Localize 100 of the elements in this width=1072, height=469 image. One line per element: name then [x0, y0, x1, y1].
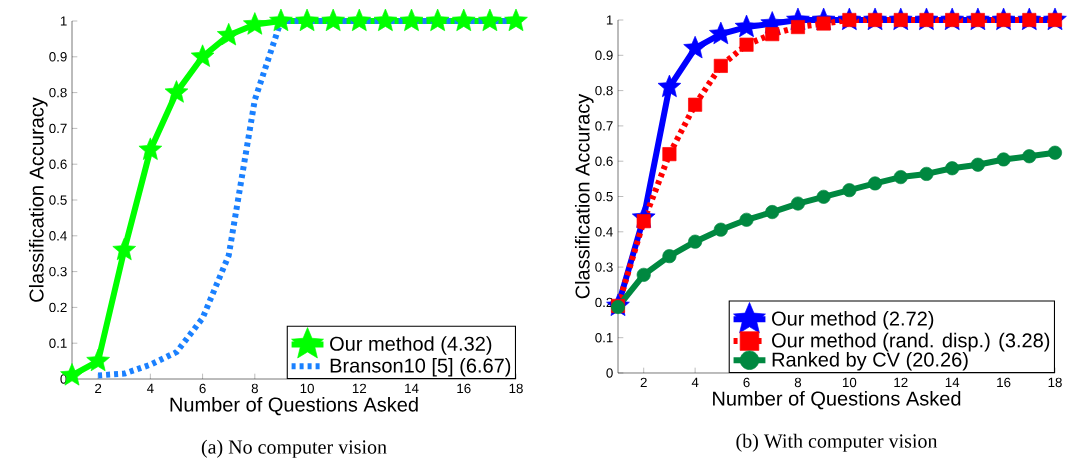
y-tick-label: 0.2 [49, 302, 67, 313]
point [138, 137, 163, 160]
point [86, 348, 110, 372]
point [373, 8, 398, 32]
x-tick-label: 14 [945, 377, 960, 387]
x-tick-label: 6 [199, 383, 206, 394]
point [790, 196, 805, 211]
x-tick-label: 2 [640, 377, 647, 388]
point [636, 267, 651, 282]
point [688, 234, 703, 249]
point [662, 147, 677, 162]
point [1048, 13, 1063, 28]
text: (b) With computer vision [736, 433, 938, 452]
point [1048, 145, 1063, 160]
point [713, 58, 728, 73]
y-axis-title: Classification Accuracy [574, 93, 594, 299]
point [713, 222, 728, 237]
point [347, 8, 372, 32]
x-tick-label: 8 [794, 377, 802, 388]
legend-label: Branson10 [5] (6.67) [330, 357, 511, 377]
point [734, 14, 759, 38]
point [164, 80, 189, 103]
point [688, 97, 703, 112]
y-tick-label: 0.5 [595, 191, 613, 202]
text: (a) No computer vision [201, 439, 387, 458]
point [504, 8, 528, 32]
x-tick-label: 10 [300, 383, 314, 394]
y-tick-label: 0.8 [595, 85, 613, 96]
point [868, 176, 883, 191]
y-axis-title: Classification Accuracy [28, 97, 48, 302]
point [739, 37, 754, 52]
y-tick-label: 0.7 [595, 121, 613, 131]
y-tick-label: 0.4 [595, 227, 613, 237]
point [945, 161, 960, 176]
x-axis-title: Number of Questions Asked [170, 396, 418, 416]
point [683, 35, 707, 59]
point [996, 152, 1011, 167]
point [1022, 13, 1037, 28]
point [269, 8, 293, 32]
point [919, 166, 934, 181]
legend-label: Our method (rand. disp.) (3.28) [772, 332, 1050, 352]
x-tick-label: 2 [95, 383, 102, 394]
point [295, 8, 319, 32]
y-tick-label: 0.5 [49, 195, 67, 205]
x-tick-label: 16 [457, 383, 471, 394]
point [1022, 149, 1037, 164]
point [765, 205, 780, 220]
point [919, 13, 934, 28]
point [243, 12, 267, 35]
point [636, 214, 651, 229]
y-tick-label: 0.3 [49, 266, 67, 277]
point [816, 16, 831, 31]
point [996, 13, 1011, 28]
x-axis-title: Number of Questions Asked [713, 390, 961, 410]
x-tick-label: 4 [691, 377, 699, 387]
point [893, 13, 908, 28]
point [216, 22, 241, 46]
x-tick-label: 4 [146, 383, 154, 393]
point [945, 13, 960, 28]
point [478, 8, 502, 32]
point [399, 8, 424, 32]
point [842, 13, 857, 28]
x-tick-label: 10 [842, 377, 857, 388]
point [842, 183, 857, 198]
y-tick-label: 0 [606, 368, 613, 378]
y-tick-label: 0.3 [595, 262, 613, 272]
point [662, 249, 677, 264]
y-tick-label: 1 [606, 15, 613, 25]
y-tick-label: 0.9 [49, 52, 67, 62]
point [657, 74, 682, 98]
y-tick-label: 0.4 [49, 231, 67, 241]
x-tick-label: 6 [743, 377, 750, 388]
y-tick-label: 0.7 [49, 123, 67, 134]
point [970, 157, 985, 172]
point [452, 8, 476, 32]
point [112, 237, 136, 261]
legend-label: Our method (4.32) [330, 336, 492, 355]
y-tick-label: 0.6 [595, 156, 613, 166]
y-tick-label: 0.1 [49, 338, 67, 348]
x-tick-label: 18 [509, 383, 523, 394]
point [190, 44, 215, 67]
point [816, 189, 831, 204]
legend-label: Ranked by CV (20.26) [772, 351, 968, 371]
x-tick-label: 12 [352, 383, 367, 394]
point [893, 170, 908, 185]
x-tick-label: 12 [894, 377, 908, 388]
x-tick-label: 16 [997, 377, 1011, 388]
x-tick-label: 18 [1048, 377, 1062, 388]
point [970, 13, 985, 28]
point [790, 20, 805, 35]
x-tick-label: 8 [251, 383, 258, 394]
x-tick-label: 14 [405, 383, 419, 393]
y-tick-label: 1 [60, 16, 67, 26]
y-tick-label: 0.8 [49, 87, 67, 98]
point [765, 27, 780, 42]
legend-label: Our method (2.72) [772, 310, 934, 330]
point [868, 13, 883, 28]
point [739, 212, 754, 227]
point [425, 8, 450, 32]
y-tick-label: 0.9 [595, 50, 613, 61]
